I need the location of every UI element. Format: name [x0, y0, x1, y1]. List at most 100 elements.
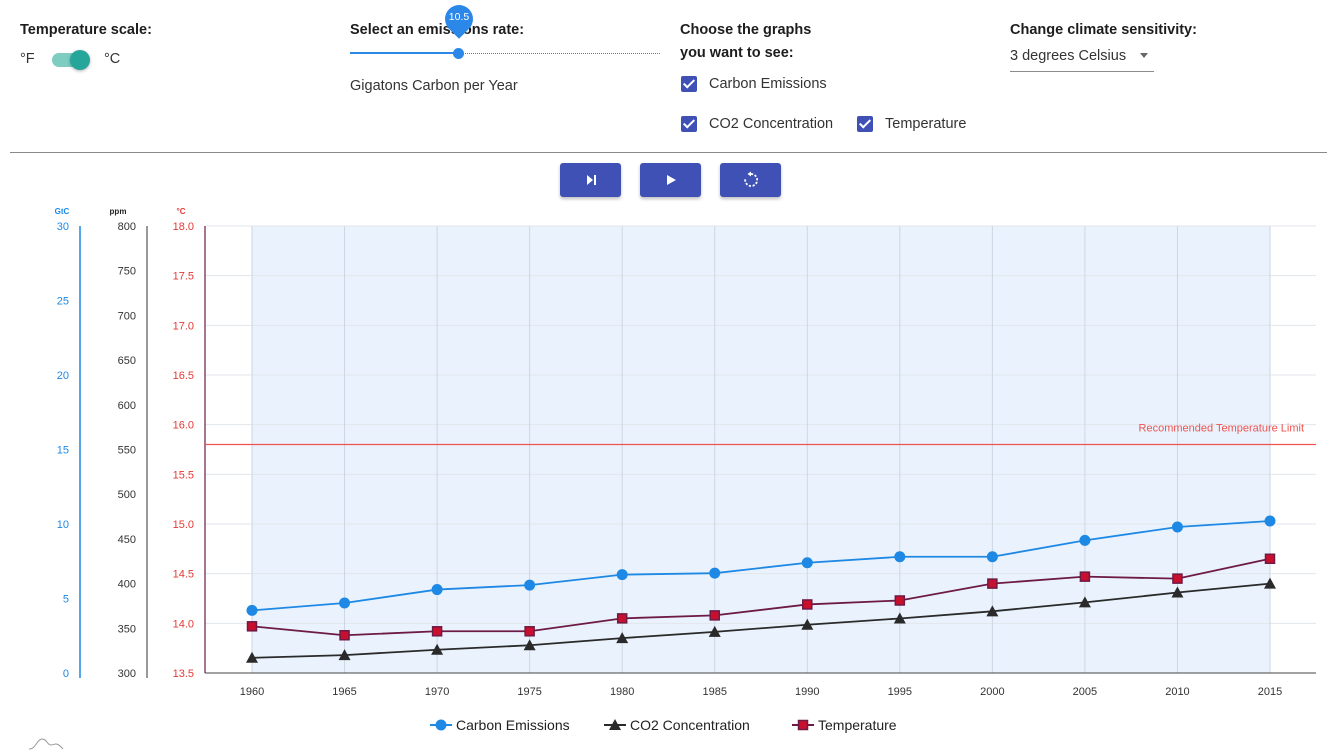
gtc-tick-label: 0: [63, 668, 69, 680]
carbon-emissions-label[interactable]: Carbon Emissions: [709, 76, 827, 92]
x-tick-label: 1980: [610, 686, 634, 698]
ppm-tick-label: 700: [118, 310, 136, 322]
carbon-emissions-point: [431, 584, 443, 596]
x-tick-label: 1965: [332, 686, 356, 698]
carbon-emissions-point: [894, 551, 906, 563]
temp-tick-label: 14.5: [173, 569, 194, 581]
x-tick-label: 1990: [795, 686, 819, 698]
legend-co2-concentration-marker: [609, 719, 621, 730]
dropdown-arrow-icon[interactable]: [1140, 53, 1148, 58]
ppm-axis-label: ppm: [110, 207, 127, 216]
sensitivity-select[interactable]: 3 degrees Celsius: [1010, 48, 1127, 64]
temp-tick-label: 14.0: [173, 618, 194, 630]
play-button[interactable]: [640, 163, 701, 197]
section-divider: [10, 152, 1327, 153]
carbon-emissions-line: [251, 520, 1271, 612]
celsius-label: °C: [104, 51, 121, 67]
co2-concentration-point: [338, 649, 351, 661]
temperature-point: [1172, 573, 1183, 584]
co2-concentration-point: [1264, 577, 1276, 589]
x-tick-label: 2005: [1073, 686, 1097, 698]
temp-tick-label: 15.5: [173, 469, 194, 481]
ppm-tick-label: 550: [118, 445, 136, 457]
temp-tick-label: 15.0: [173, 519, 194, 531]
co2-concentration-point: [893, 612, 906, 624]
carbon-emissions-checkbox[interactable]: [681, 76, 697, 92]
x-tick-label: 1970: [425, 686, 449, 698]
plot-area-background: [252, 226, 1270, 673]
gtc-tick-label: 5: [63, 594, 69, 606]
temperature-limit-label: Recommended Temperature Limit: [1139, 423, 1304, 435]
temp-tick-label: 16.5: [173, 370, 194, 382]
temperature-point: [524, 626, 535, 637]
x-tick-label: 1985: [702, 686, 726, 698]
fahrenheit-label: °F: [20, 51, 35, 67]
temp-axis-label: °C: [177, 207, 186, 216]
co2-concentration-checkbox[interactable]: [681, 116, 697, 132]
temp-tick-label: 17.0: [173, 320, 194, 332]
reset-icon: [743, 171, 758, 187]
gtc-tick-label: 25: [57, 296, 69, 308]
emissions-slider-fill[interactable]: [350, 52, 458, 54]
x-tick-label: 1960: [240, 686, 264, 698]
graphs-title-line1: Choose the graphs: [680, 22, 812, 38]
reset-button[interactable]: [720, 163, 781, 197]
gtc-tick-label: 20: [57, 370, 69, 382]
co2-concentration-line: [251, 582, 1271, 659]
temp-tick-label: 18.0: [173, 221, 194, 233]
temperature-label[interactable]: Temperature: [885, 116, 967, 132]
temperature-point: [894, 595, 906, 606]
temp-tick-label: 13.5: [173, 668, 194, 680]
co2-concentration-point: [1171, 586, 1184, 598]
carbon-emissions-point: [1171, 521, 1183, 533]
carbon-emissions-point: [1079, 534, 1091, 546]
temperature-point: [339, 630, 350, 641]
legend-temperature-marker: [797, 719, 809, 731]
carbon-emissions-point: [616, 569, 628, 581]
temperature-point: [616, 613, 628, 624]
temperature-line: [251, 557, 1271, 637]
legend-carbon-emissions-marker: [435, 719, 447, 731]
emissions-slider-track[interactable]: [350, 53, 660, 54]
sensitivity-select-underline: [1010, 71, 1154, 72]
co2-concentration-point: [986, 605, 999, 617]
emissions-title: Select an emissions rate:: [350, 22, 525, 38]
carbon-emissions-point: [801, 557, 813, 569]
legend-temperature-label: Temperature: [818, 717, 897, 733]
gtc-tick-label: 15: [57, 445, 69, 457]
toggle-knob[interactable]: [70, 50, 90, 70]
gtc-tick-label: 30: [57, 221, 69, 233]
ppm-tick-label: 350: [118, 623, 136, 635]
legend-co2-concentration-label: CO2 Concentration: [630, 717, 750, 733]
temperature-point: [987, 578, 998, 589]
x-tick-label: 1975: [517, 686, 541, 698]
emissions-slider-thumb[interactable]: [453, 48, 464, 59]
temperature-point: [431, 626, 443, 637]
ppm-tick-label: 450: [118, 534, 136, 546]
play-icon: [666, 175, 676, 185]
sensitivity-title: Change climate sensitivity:: [1010, 22, 1197, 38]
legend-carbon-emissions-label: Carbon Emissions: [456, 717, 570, 733]
temp-tick-label: 16.0: [173, 420, 194, 432]
ppm-tick-label: 800: [118, 221, 136, 233]
temperature-point: [246, 621, 258, 632]
logo-wave-icon: [28, 738, 64, 750]
graphs-title-line2: you want to see:: [680, 45, 794, 61]
carbon-emissions-point: [246, 604, 258, 616]
carbon-emissions-point: [524, 579, 536, 591]
carbon-emissions-point: [1264, 515, 1276, 527]
temperature-checkbox[interactable]: [857, 116, 873, 132]
x-tick-label: 2000: [980, 686, 1004, 698]
emissions-unit-label: Gigatons Carbon per Year: [350, 78, 518, 94]
co2-concentration-point: [616, 632, 629, 644]
carbon-emissions-point: [709, 567, 721, 579]
co2-concentration-point: [708, 625, 721, 637]
temperature-scale-title: Temperature scale:: [20, 22, 152, 38]
emissions-value: 10.5: [448, 11, 470, 23]
ppm-tick-label: 400: [118, 579, 136, 591]
step-button[interactable]: [560, 163, 621, 197]
co2-concentration-point: [431, 643, 444, 655]
temperature-point: [802, 599, 813, 610]
co2-concentration-label[interactable]: CO2 Concentration: [709, 116, 834, 132]
carbon-emissions-point: [339, 597, 351, 609]
